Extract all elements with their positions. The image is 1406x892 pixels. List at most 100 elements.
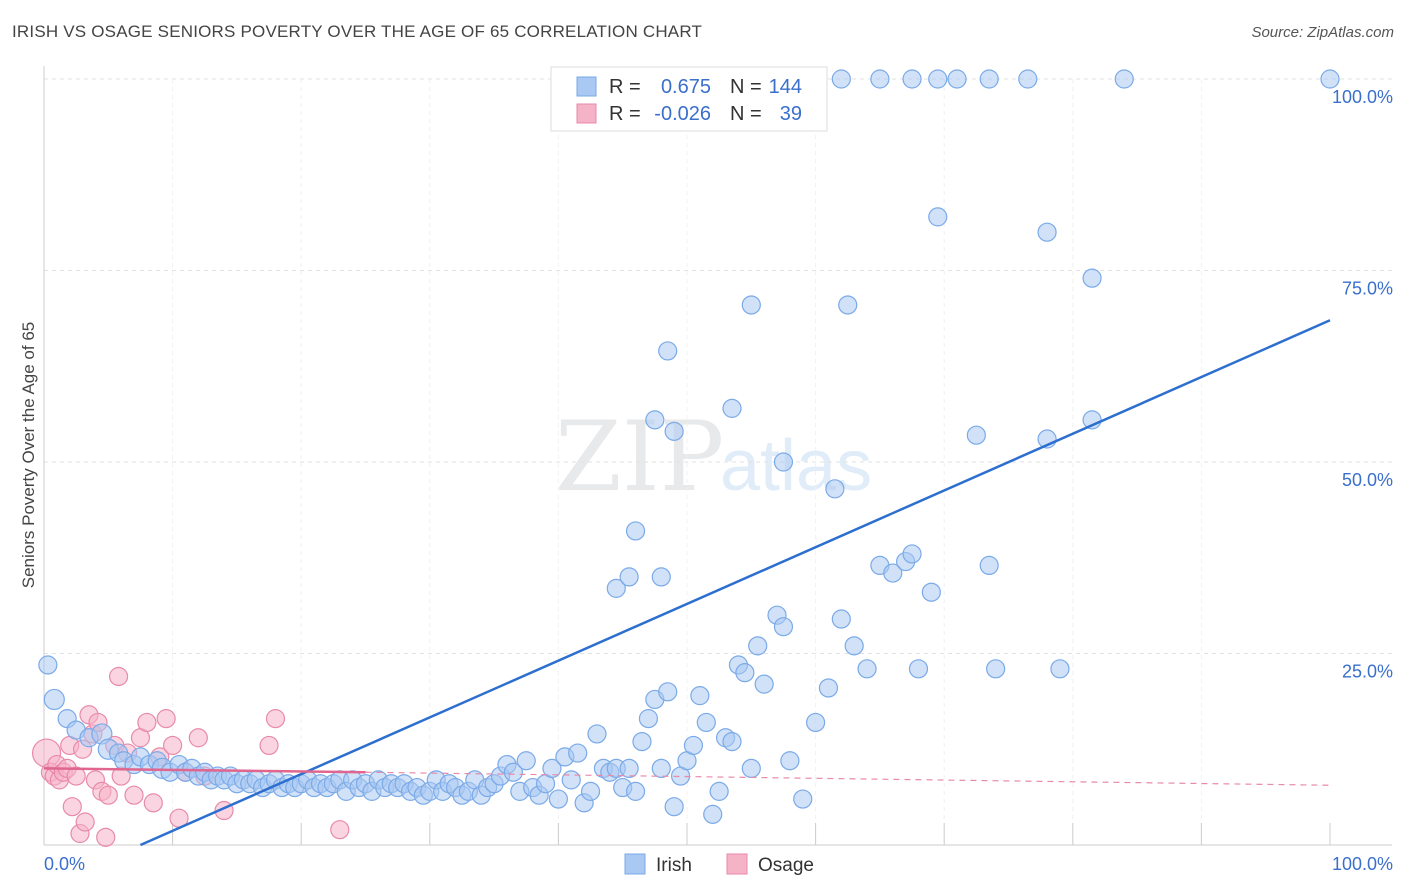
point-irish-122 [825,479,845,499]
point-irish-127 [606,578,626,598]
point-irish-151 [921,582,941,602]
point-irish-91 [658,682,678,702]
point-irish-124 [645,410,665,430]
point-osage-24 [124,785,144,805]
point-irish-86 [625,781,646,801]
point-irish-121 [773,452,794,472]
point-irish-97 [696,712,716,733]
y-tick-label-0: 25.0% [1342,662,1393,682]
point-irish-99 [709,781,729,801]
point-irish-133 [1037,222,1057,242]
point-irish-150 [1050,659,1070,679]
point-irish-96 [690,686,710,706]
legend-r-label-irish: R = [609,76,641,98]
point-osage-26 [137,712,157,733]
point-irish-73 [542,758,562,779]
point-irish-74 [548,789,569,809]
correlation-legend: R = 0.675 N = 144 R = -0.026 N = 39 [550,66,828,132]
point-irish-141 [928,69,948,89]
legend-n-value-irish: 144 [769,76,802,98]
legend-n-value-osage: 39 [780,103,802,125]
point-irish-117 [883,563,903,583]
bottom-legend-label-irish: Irish [656,855,692,876]
point-irish-129 [664,421,684,441]
trend-lines [43,319,1331,847]
legend-n-label-irish: N = [730,76,762,98]
tick-labels: 25.0% 50.0% 75.0% 100.0% 0.0% 100.0% [44,87,1393,874]
legend-r-value-osage: -0.026 [654,103,711,125]
series-osage-points [31,666,350,847]
point-irish-146 [1320,69,1340,89]
point-irish-134 [1082,268,1102,288]
point-irish-69 [516,751,536,771]
point-irish-111 [805,712,826,733]
point-irish-95 [683,735,704,756]
point-irish-79 [580,781,601,801]
point-irish-113 [831,609,851,629]
legend-n-label-osage: N = [730,103,762,125]
point-irish-130 [741,295,761,315]
point-irish-92 [664,797,684,817]
point-irish-109 [780,751,800,771]
point-irish-85 [619,758,639,779]
point-osage-19 [98,785,118,805]
point-irish-98 [703,804,723,824]
axes [43,66,1392,846]
point-irish-77 [568,743,588,763]
series-irish-points [38,69,1340,824]
point-irish-106 [754,674,774,694]
point-osage-27 [143,793,163,813]
point-osage-30 [163,735,183,756]
point-irish-138 [902,69,922,89]
series-legend: Irish Osage [624,853,814,876]
point-osage-12 [75,812,95,832]
point-irish-103 [735,663,755,683]
point-osage-37 [330,820,350,840]
point-irish-114 [844,636,864,656]
point-osage-33 [188,728,208,748]
point-irish-149 [986,659,1006,679]
point-irish-88 [638,709,659,729]
point-osage-18 [96,827,116,847]
point-irish-147 [902,544,922,564]
legend-swatch-osage [576,103,597,124]
point-irish-135 [966,425,986,445]
point-irish-110 [793,789,813,809]
point-irish-87 [632,731,652,752]
point-irish-101 [722,731,742,752]
point-osage-29 [156,709,176,729]
grid-lines [44,78,1392,845]
bottom-legend-swatch-osage [726,853,748,875]
trendline-irish [139,319,1331,847]
watermark-zip: ZIP [555,401,724,513]
legend-r-label-osage: R = [609,103,641,125]
bottom-legend-label-osage: Osage [758,855,814,876]
point-irish-143 [979,69,999,89]
x-tick-label-1: 100.0% [1332,854,1393,874]
source-credit: Source: ZipAtlas.com [1251,24,1394,41]
trendline-osage [43,767,366,774]
legend-box [550,66,828,132]
point-irish-148 [979,555,999,576]
legend-swatch-irish [576,76,597,97]
point-irish-132 [928,207,948,227]
point-irish-123 [658,341,678,361]
point-osage-9 [66,766,86,786]
y-tick-label-3: 100.0% [1332,87,1393,107]
point-irish-104 [741,758,761,779]
point-osage-21 [108,666,129,687]
y-axis-label: Seniors Poverty Over the Age of 65 [19,322,38,588]
trendline-osage-extension [365,771,1331,786]
point-irish-139 [870,69,890,89]
point-irish-76 [561,770,581,790]
legend-r-value-irish: 0.675 [661,76,711,98]
point-irish-1 [43,688,65,711]
point-irish-126 [625,521,646,541]
watermark-atlas: atlas [720,426,872,506]
point-irish-67 [503,762,523,782]
point-irish-142 [947,69,967,89]
point-irish-128 [619,567,639,587]
point-irish-90 [651,758,671,779]
point-irish-120 [722,398,742,418]
